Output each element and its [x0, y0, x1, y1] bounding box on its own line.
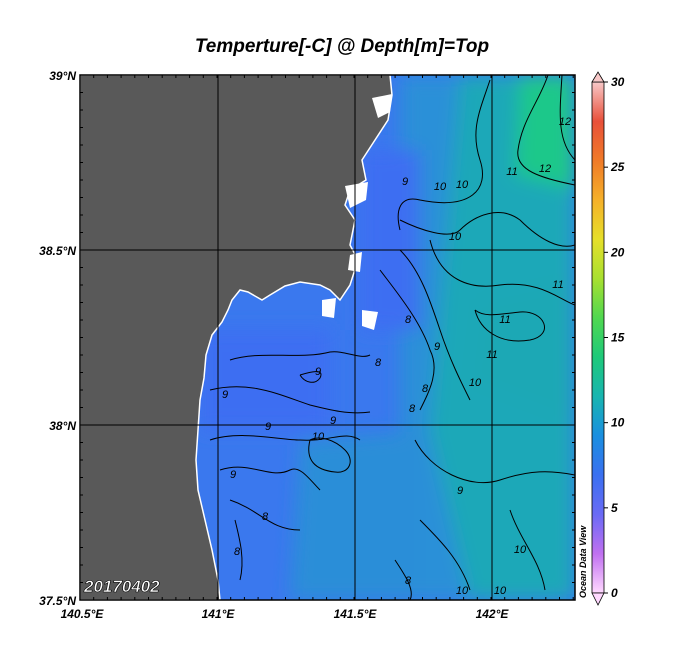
contour-label: 12	[539, 163, 551, 175]
latitude-labels: 39°N 38.5°N 38°N 37.5°N	[39, 69, 76, 608]
contour-label: 9	[330, 415, 336, 427]
lon-label: 140.5°E	[61, 607, 105, 621]
land-mass	[80, 75, 393, 600]
graticule	[80, 75, 575, 600]
colorbar-label: 5	[611, 501, 618, 515]
contour-label: 10	[312, 431, 325, 443]
contour-label: 11	[506, 166, 517, 178]
ocean-data-view-watermark: Ocean Data View	[578, 525, 588, 598]
contour-label: 8	[405, 314, 412, 326]
contour-label: 10	[449, 231, 462, 243]
contour-label: 9	[457, 485, 463, 497]
contour-label: 10	[456, 585, 469, 597]
contour-label: 10	[469, 377, 482, 389]
contour-label: 9	[230, 469, 236, 481]
colorbar-label: 30	[611, 75, 625, 89]
contour-label: 8	[262, 511, 269, 523]
contour-label: 8	[234, 546, 241, 558]
contour-label: 11	[499, 314, 510, 326]
contour-label: 11	[552, 279, 563, 291]
contour-lines	[209, 75, 575, 600]
colorbar-label: 15	[611, 331, 625, 345]
lat-label: 37.5°N	[39, 594, 76, 608]
contour-label: 10	[514, 544, 527, 556]
colorbar-label: 25	[610, 160, 625, 174]
contour-label: 10	[456, 179, 469, 191]
contour-label: 8	[422, 383, 429, 395]
contour-label: 12	[559, 116, 571, 128]
date-stamp: 20170402	[83, 577, 160, 596]
lon-label: 141°E	[202, 607, 236, 621]
map-title: Temperture[-C] @ Depth[m]=Top	[194, 36, 490, 57]
lat-label: 39°N	[49, 69, 76, 83]
contour-label: 9	[222, 389, 228, 401]
contour-label: 10	[494, 585, 507, 597]
lon-label: 142°E	[476, 607, 510, 621]
lat-label: 38.5°N	[39, 244, 76, 258]
colorbar: 30 25 20 15 10 5 0	[591, 71, 625, 606]
contour-label: 8	[375, 357, 382, 369]
colorbar-gradient	[591, 81, 605, 594]
colorbar-top-arrow	[591, 71, 605, 83]
contour-label: 9	[434, 341, 440, 353]
contour-label: 9	[402, 176, 408, 188]
contour-label: 8	[405, 575, 412, 587]
frame-ticks	[79, 74, 575, 601]
contour-label: 9	[265, 421, 271, 433]
lon-label: 141.5°E	[334, 607, 378, 621]
colorbar-bottom-arrow	[591, 592, 605, 606]
colorbar-label: 10	[611, 416, 625, 430]
colorbar-label: 0	[611, 586, 618, 600]
colorbar-label: 20	[610, 245, 625, 259]
contour-label: 10	[434, 181, 447, 193]
contour-label: 8	[409, 403, 416, 415]
longitude-labels: 140.5°E 141°E 141.5°E 142°E	[61, 607, 510, 621]
contour-label: 9	[315, 366, 321, 378]
lat-label: 38°N	[49, 419, 76, 433]
